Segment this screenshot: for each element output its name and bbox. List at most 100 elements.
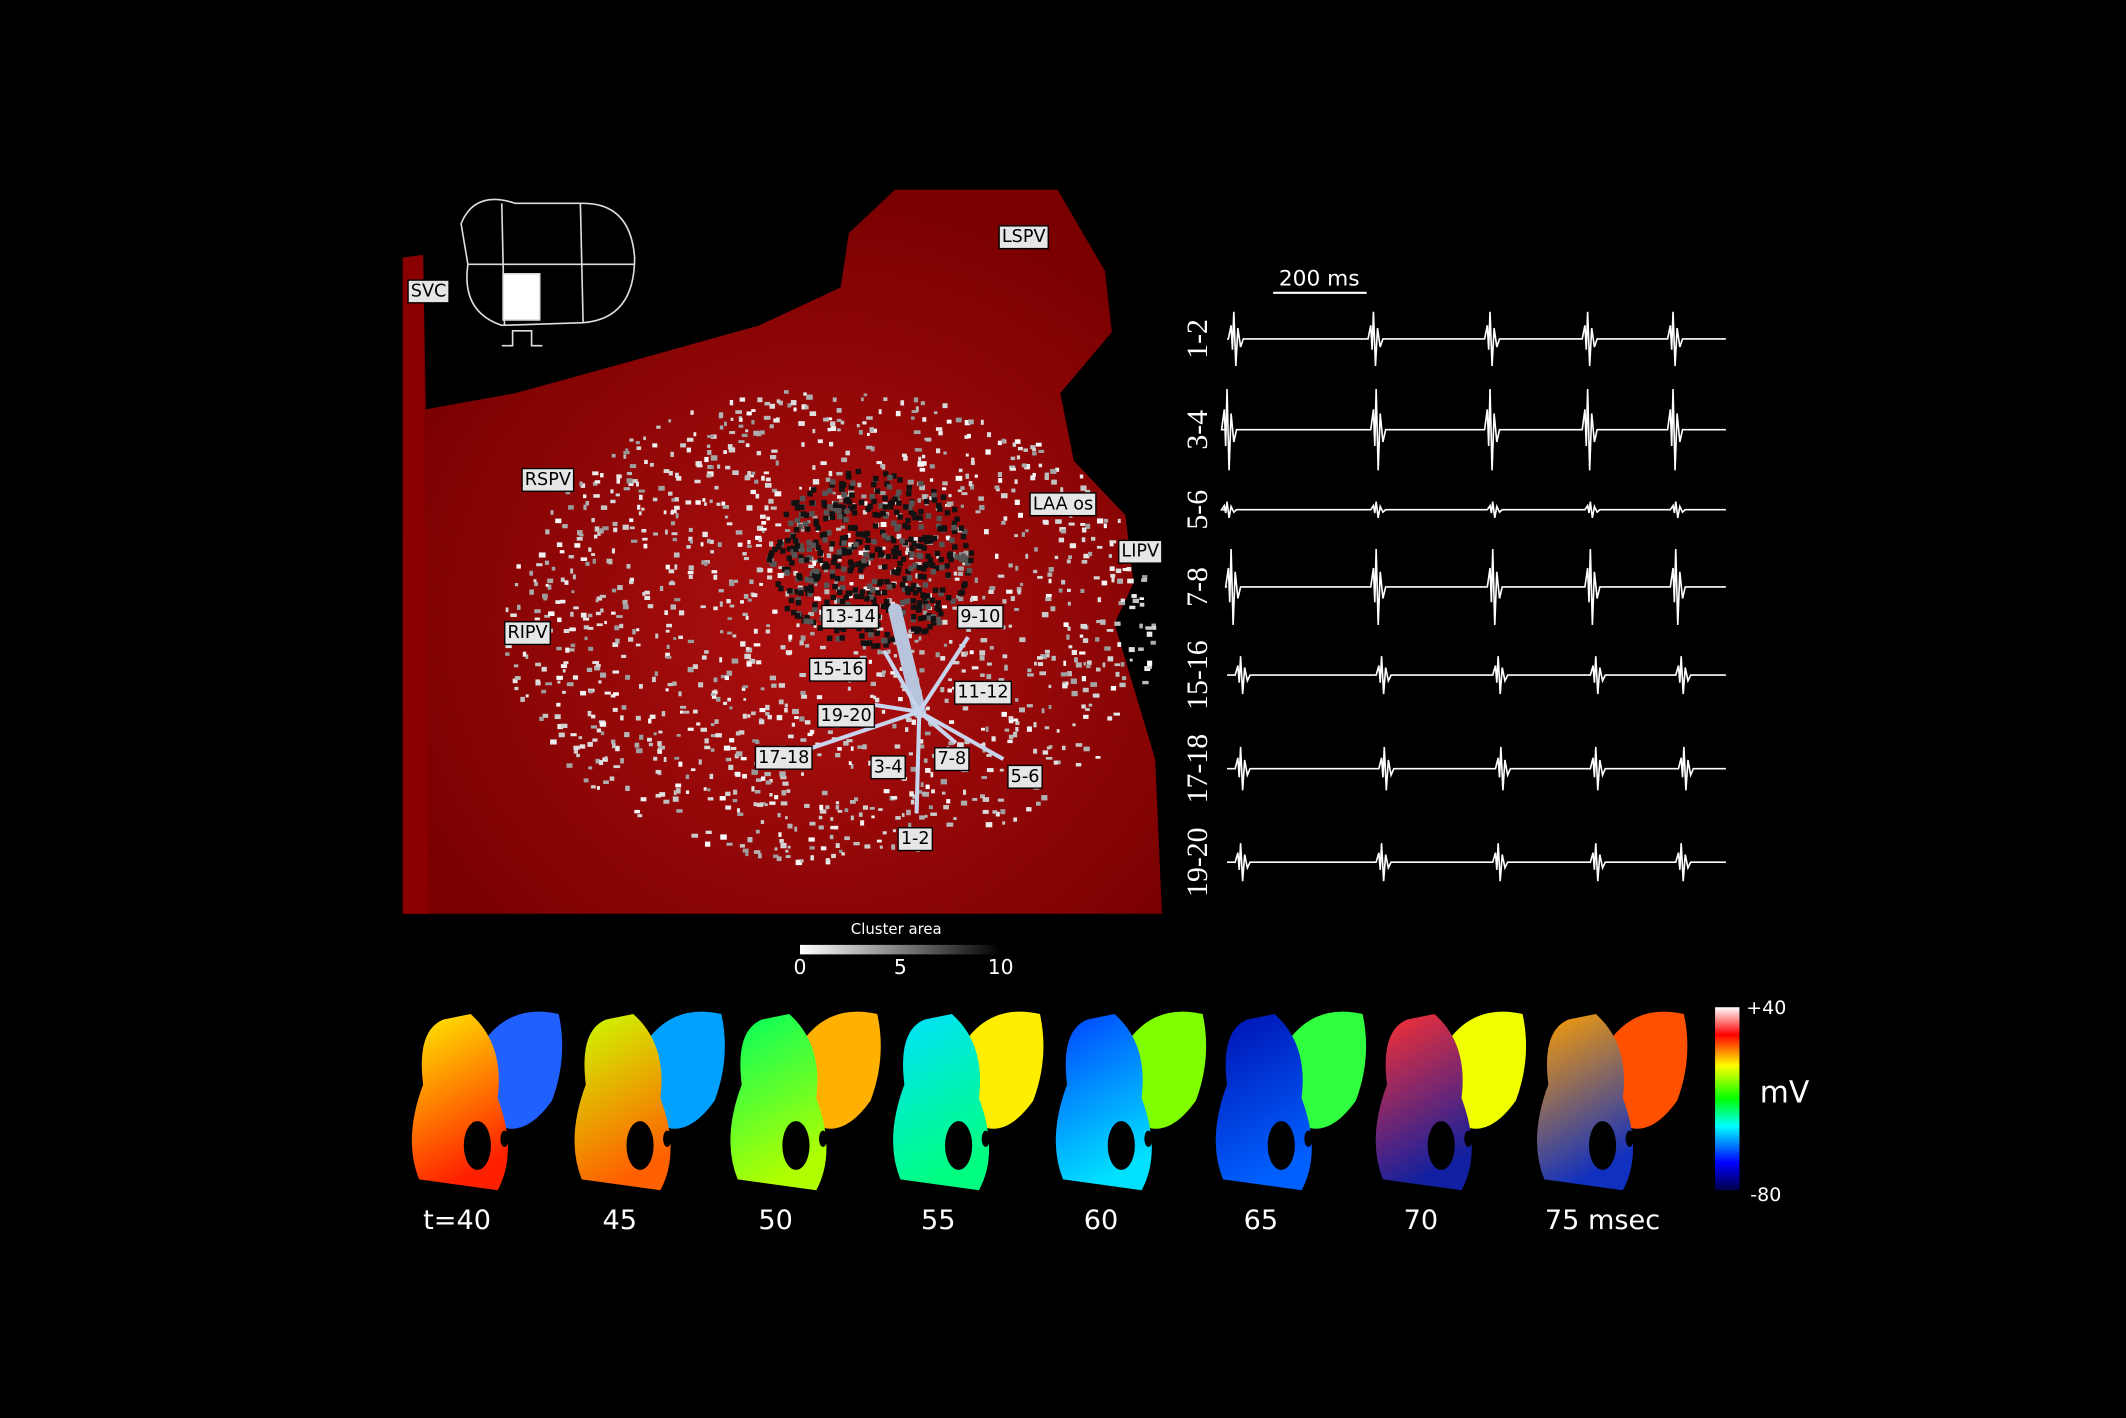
speckle <box>869 427 874 432</box>
speckle <box>841 852 845 856</box>
speckle <box>733 579 739 583</box>
speckle <box>579 744 586 749</box>
speckle <box>839 499 843 503</box>
speckle <box>1066 559 1071 564</box>
vein-ostium <box>945 1121 973 1170</box>
speckle <box>827 427 831 432</box>
dense-cluster <box>829 514 836 520</box>
dense-cluster <box>871 643 877 649</box>
speckle <box>875 697 880 703</box>
speckle <box>997 798 1005 802</box>
dense-cluster <box>907 505 913 511</box>
dense-cluster <box>817 550 824 557</box>
dense-cluster <box>793 527 800 533</box>
dense-cluster <box>791 609 797 616</box>
speckle <box>616 474 622 479</box>
speckle <box>836 418 842 423</box>
speckle <box>1009 467 1016 471</box>
speckle <box>863 393 868 397</box>
speckle <box>678 761 683 767</box>
speckle <box>807 732 813 737</box>
speckle <box>740 600 744 604</box>
speckle <box>887 649 891 654</box>
speckle <box>760 776 766 781</box>
speckle <box>709 499 713 504</box>
speckle <box>1048 684 1052 689</box>
speckle <box>745 443 750 448</box>
speckle <box>799 672 806 678</box>
speckle <box>948 494 952 498</box>
speckle <box>611 739 616 744</box>
speckle <box>676 475 682 481</box>
dense-cluster <box>794 499 800 506</box>
speckle <box>722 505 729 509</box>
speckle <box>978 496 984 501</box>
dense-cluster <box>839 584 846 591</box>
speckle <box>999 768 1004 772</box>
label-box <box>821 604 880 629</box>
speckle <box>616 615 623 618</box>
speckle <box>709 773 714 779</box>
speckle <box>1141 578 1148 582</box>
speckle <box>1102 662 1106 668</box>
dense-cluster <box>788 520 794 527</box>
speckle <box>1097 597 1102 603</box>
speckle <box>928 805 933 810</box>
speckle <box>908 822 912 828</box>
speckle <box>769 541 774 547</box>
speckle <box>657 748 663 754</box>
speckle <box>566 763 573 768</box>
speckle <box>647 737 652 742</box>
speckle <box>961 492 968 496</box>
speckle <box>779 771 786 777</box>
speckle <box>944 698 949 703</box>
speckle <box>1070 678 1077 684</box>
speckle <box>694 479 701 484</box>
speckle <box>1050 468 1057 474</box>
speckle <box>759 430 765 435</box>
dense-cluster <box>787 588 793 594</box>
speckle <box>903 455 908 461</box>
speckle <box>1008 719 1014 724</box>
speckle <box>613 527 618 533</box>
speckle <box>686 545 691 549</box>
dense-cluster <box>775 581 781 587</box>
speckle <box>755 829 760 834</box>
speckle <box>818 815 823 820</box>
dense-cluster <box>821 499 827 506</box>
speckle <box>723 701 728 706</box>
dense-cluster <box>802 521 809 527</box>
speckle <box>588 646 594 651</box>
label-box <box>817 703 876 728</box>
dense-cluster <box>868 594 874 600</box>
speckle <box>600 672 607 678</box>
speckle <box>648 742 653 747</box>
speckle <box>588 766 593 770</box>
speckle <box>1030 475 1036 481</box>
speckle <box>735 751 743 757</box>
speckle <box>655 769 661 774</box>
speckle <box>685 774 690 780</box>
speckle <box>701 655 707 660</box>
speckle <box>848 542 854 548</box>
vein-ostium <box>1304 1130 1313 1147</box>
speckle <box>1058 588 1063 593</box>
speckle <box>836 471 843 476</box>
speckle <box>1080 588 1085 594</box>
dense-cluster <box>836 513 843 520</box>
vein-ostium <box>1427 1121 1455 1170</box>
dense-cluster <box>905 490 912 497</box>
speckle <box>1096 619 1103 624</box>
speckle <box>929 478 934 482</box>
speckle <box>597 531 601 537</box>
dense-cluster <box>798 590 804 596</box>
speckle <box>724 675 729 681</box>
speckle <box>921 461 927 466</box>
speckle <box>639 734 644 740</box>
label: 3-4 <box>874 757 903 777</box>
speckle <box>569 627 576 632</box>
dense-cluster <box>834 575 841 582</box>
dense-cluster <box>911 626 917 632</box>
speckle <box>735 731 741 736</box>
speckle <box>723 421 727 426</box>
